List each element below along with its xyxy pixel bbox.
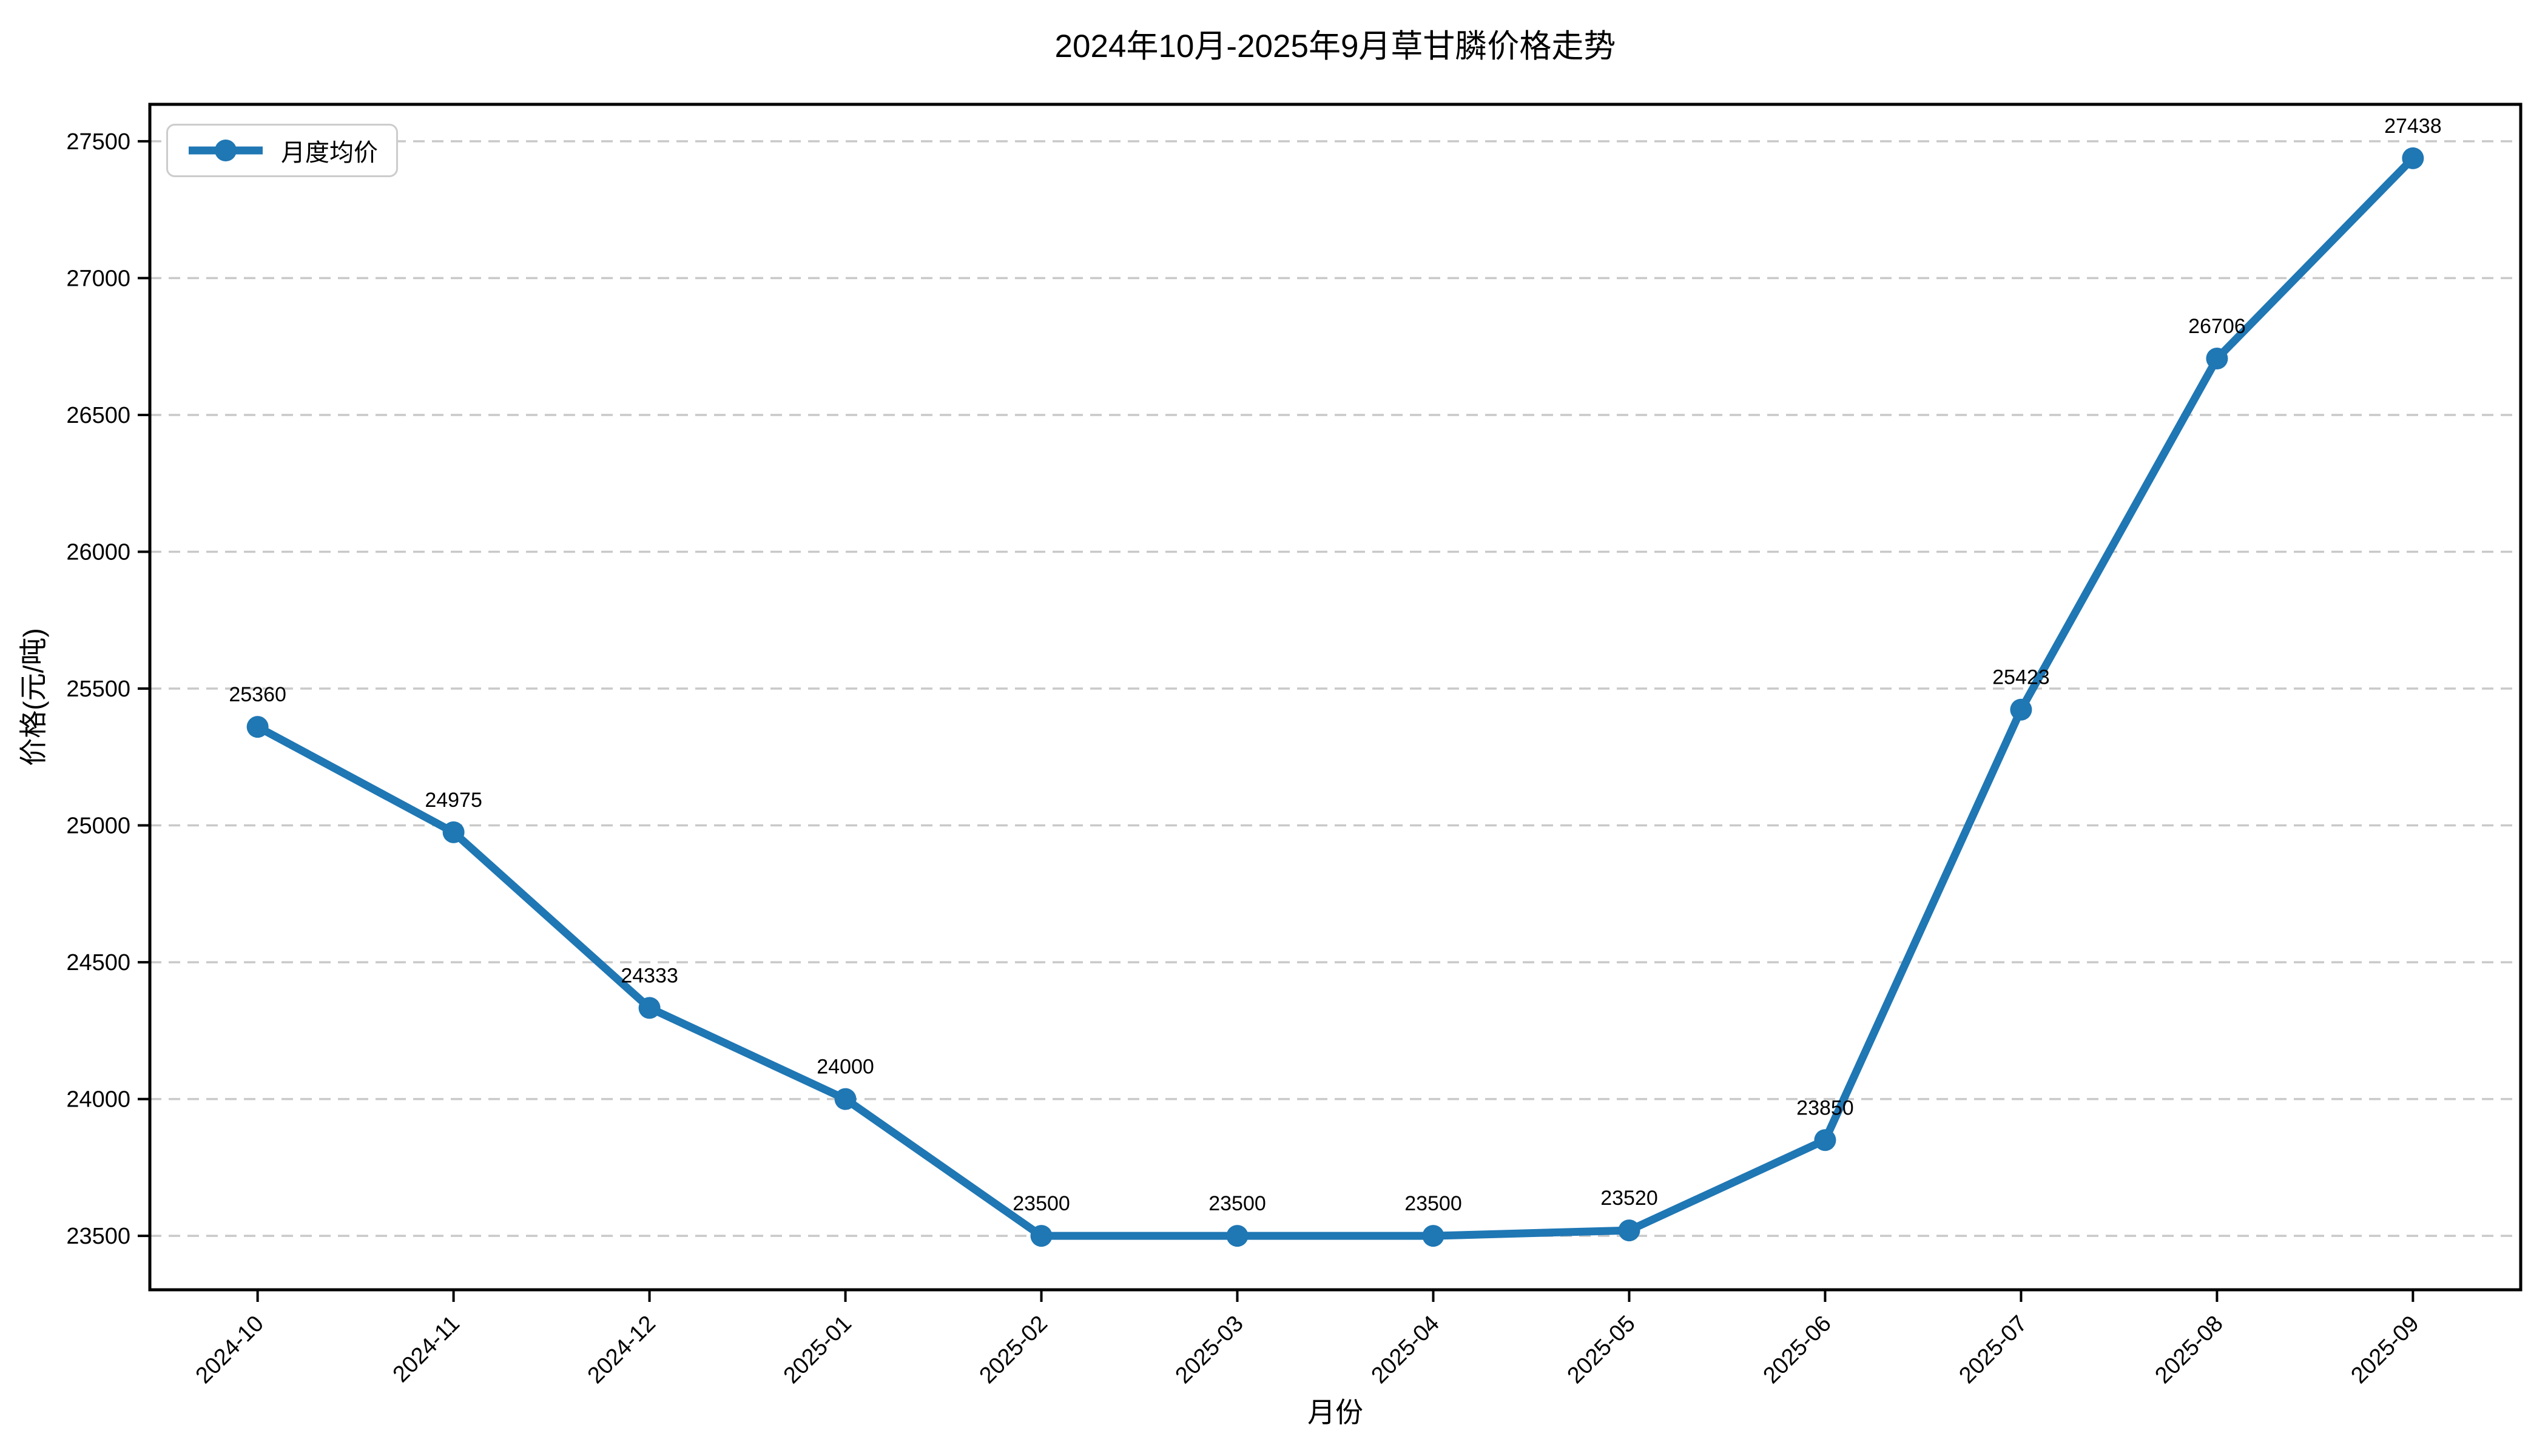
data-point-marker [834, 1088, 857, 1110]
legend-line-marker-icon [189, 140, 263, 161]
y-tick-label: 27500 [66, 129, 130, 155]
data-point-marker [1618, 1219, 1640, 1242]
data-point-label: 23850 [1796, 1096, 1854, 1119]
data-point-marker [2206, 348, 2228, 370]
data-point-marker [1226, 1225, 1249, 1247]
x-tick-label: 2024-12 [583, 1311, 661, 1389]
data-point-marker [246, 716, 269, 738]
y-tick-label: 25000 [66, 814, 130, 839]
data-point-label: 23500 [1404, 1192, 1462, 1215]
legend-label: 月度均价 [281, 140, 378, 166]
x-tick-label: 2025-03 [1171, 1311, 1249, 1389]
data-point-label: 24333 [621, 964, 678, 987]
y-axis-label: 价格(元/吨) [18, 628, 49, 766]
y-tick-label: 24000 [66, 1087, 130, 1113]
data-point-label: 23520 [1600, 1187, 1658, 1210]
y-tick-label: 27000 [66, 266, 130, 291]
plot-border [148, 103, 2523, 1292]
x-axis-label: 月份 [1307, 1397, 1363, 1428]
data-point-marker [442, 821, 465, 843]
y-tick-label: 25500 [66, 676, 130, 702]
data-point-label: 24975 [425, 789, 482, 812]
x-tick-label: 2025-01 [779, 1311, 857, 1389]
x-tick-label: 2025-09 [2346, 1311, 2424, 1389]
data-point-marker [2010, 698, 2032, 721]
x-tick-label: 2025-08 [2150, 1311, 2228, 1389]
price-line [254, 154, 2417, 1240]
y-tick-label: 23500 [66, 1224, 130, 1249]
data-point-label: 23500 [1208, 1192, 1266, 1215]
data-point-label: 24000 [817, 1056, 874, 1079]
data-point-label: 25423 [1992, 666, 2050, 689]
x-tick-label: 2024-10 [191, 1311, 269, 1389]
chart-title: 2024年10月-2025年9月草甘膦价格走势 [1054, 29, 1616, 64]
data-point-marker [2402, 147, 2424, 169]
x-tick-label: 2025-02 [975, 1311, 1053, 1389]
data-point-label: 27438 [2384, 115, 2442, 138]
x-tick-label: 2025-04 [1367, 1311, 1444, 1389]
data-point-marker [1422, 1225, 1444, 1247]
y-tick-label: 26000 [66, 539, 130, 565]
y-tick-label: 26500 [66, 403, 130, 428]
x-tick-label: 2024-11 [388, 1311, 465, 1387]
data-point-marker [1814, 1129, 1836, 1151]
data-point-label: 25360 [229, 683, 286, 706]
y-tick-label: 24500 [66, 950, 130, 976]
legend: 月度均价 [166, 124, 398, 177]
x-tick-label: 2025-07 [1954, 1311, 2032, 1389]
data-point-marker [638, 997, 661, 1019]
data-point-label: 23500 [1013, 1192, 1070, 1215]
x-tick-label: 2025-06 [1758, 1311, 1836, 1389]
x-tick-label: 2025-05 [1563, 1311, 1640, 1389]
data-point-label: 26706 [2188, 315, 2246, 338]
data-point-marker [1030, 1225, 1053, 1247]
